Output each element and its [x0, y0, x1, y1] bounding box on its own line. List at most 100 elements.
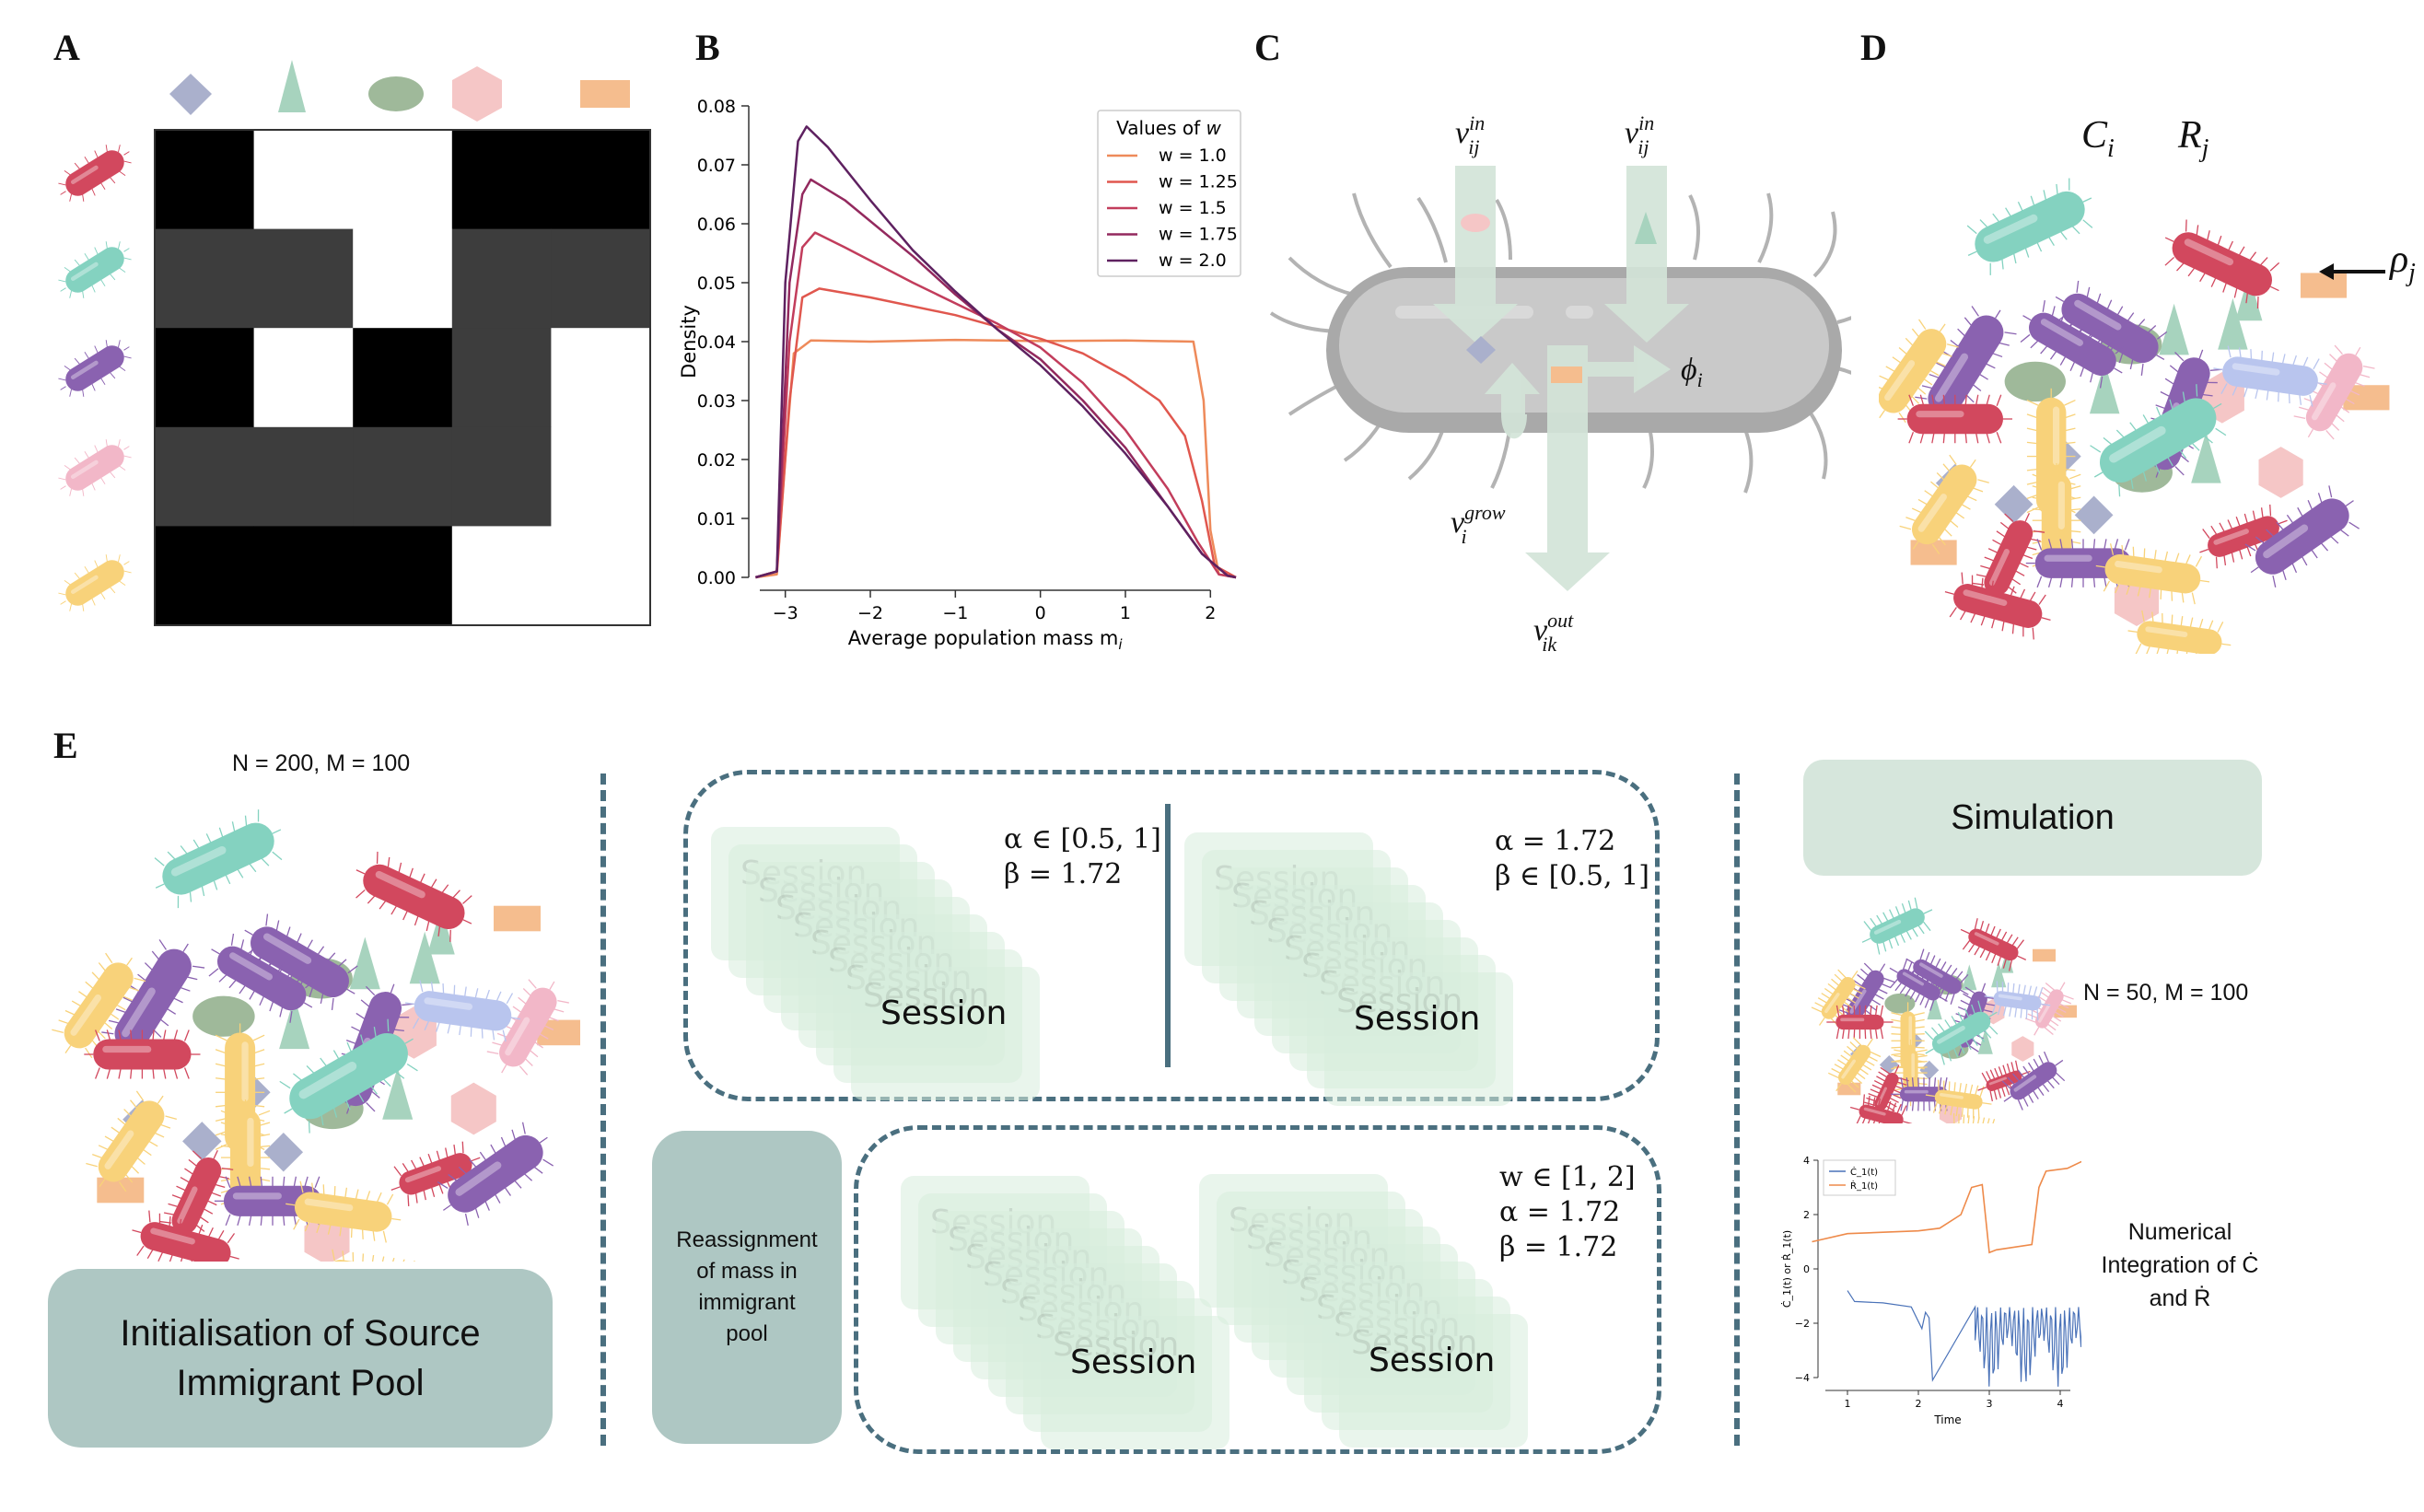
matrix-cell-0-0	[155, 130, 255, 230]
red-bacterium	[132, 1210, 239, 1262]
series-line-0	[755, 338, 1237, 579]
purple-bacterium	[2001, 1051, 2066, 1111]
mini-y-tick: −2	[1795, 1318, 1810, 1330]
matrix-cell-3-0	[155, 426, 255, 527]
matrix-cell-2-3	[451, 328, 552, 428]
mini-x-label: Time	[1933, 1413, 1961, 1426]
phi-label: ϕi	[1681, 353, 1703, 391]
y-tick-label: 0.01	[697, 509, 736, 529]
initialisation-line-1: Initialisation of Source	[120, 1313, 481, 1354]
y-tick-label: 0.06	[697, 215, 736, 235]
reassignment-box: Reassignment of mass in immigrant pool	[652, 1131, 842, 1444]
purple-bacterium	[2020, 300, 2126, 389]
matrix-cell-1-1	[253, 228, 354, 329]
matrix-cell-4-2	[353, 526, 453, 626]
rectangle-icon	[1910, 540, 1957, 565]
red-bacterium	[1977, 1060, 2031, 1101]
diamond-icon	[1919, 1060, 1940, 1080]
matrix-cell-3-3	[451, 426, 552, 527]
triangle-icon	[382, 1067, 414, 1120]
hexagon-icon	[2011, 1036, 2034, 1062]
triangle-icon	[2159, 303, 2189, 355]
numerical-integration-text: Numerical Integration of Ċ and Ṙ	[2101, 1219, 2259, 1311]
initialisation-line-2: Immigrant Pool	[176, 1363, 425, 1403]
red-bacterium	[1864, 1064, 1909, 1119]
diamond-molecule-icon	[1466, 336, 1496, 364]
session-label: Session	[1070, 1343, 1197, 1381]
teal-bacterium	[279, 1018, 418, 1134]
matrix-cell-3-4	[551, 426, 651, 527]
mini-x-tick: 1	[1845, 1398, 1851, 1410]
pink-bacterium-icon	[50, 429, 140, 506]
matrix-cell-4-0	[155, 526, 255, 626]
diamond-icon	[263, 1132, 304, 1172]
v-grow-label: vgrow i	[1451, 501, 1506, 548]
matrix-cell-4-3	[451, 526, 552, 626]
yellow-bacterium	[1951, 1112, 1996, 1123]
matrix-cell-2-2	[353, 328, 453, 428]
arrow-left-icon	[2319, 263, 2385, 280]
red-bacterium	[2164, 219, 2280, 309]
mini-y-label: Ċ_1(t) or Ṙ_1(t)	[1781, 1230, 1793, 1308]
initialisation-box: Initialisation of Source Immigrant Pool	[48, 1269, 553, 1448]
mini-x-tick: 2	[1916, 1398, 1922, 1410]
yellow-bacterium	[2095, 543, 2210, 605]
yellow-bacterium	[52, 952, 146, 1059]
ellipse-icon	[1884, 993, 1916, 1014]
red-bacterium	[84, 1029, 201, 1079]
x-tick-label: 0	[1035, 603, 1046, 623]
legend-label-3: w = 1.75	[1159, 225, 1238, 245]
lavender-bacterium	[1984, 981, 2051, 1021]
panel-label-d: D	[1860, 27, 1887, 68]
mini-series-c	[1847, 1290, 2081, 1387]
legend-label-2: w = 1.5	[1159, 198, 1227, 218]
ellipse-icon	[192, 995, 255, 1037]
triangle-icon	[2191, 431, 2221, 483]
mini-legend-label: Ṙ_1(t)	[1850, 1180, 1878, 1192]
matrix-cell-4-4	[551, 526, 651, 626]
equation-alpha-range: α ∈ [0.5, 1] β = 1.72	[1004, 823, 1161, 890]
session-label: Session	[1354, 1000, 1481, 1038]
triangle-icon	[1977, 1028, 1993, 1054]
yellow-bacterium	[220, 1099, 271, 1216]
red-bacterium	[1960, 918, 2027, 971]
panel-label-b: B	[695, 27, 720, 68]
yellow-bacterium	[2032, 463, 2081, 578]
separator-right	[1734, 773, 1740, 1446]
diamond-icon	[2074, 495, 2114, 535]
x-tick-label: 1	[1120, 603, 1131, 623]
v-in-label-1: vin ij	[1455, 111, 1485, 158]
triangle-icon	[409, 931, 440, 984]
legend-label-0: w = 1.0	[1159, 145, 1227, 166]
purple-bacterium	[1915, 306, 2017, 425]
red-bacterium-icon	[50, 134, 140, 212]
triangle-icon	[1962, 964, 1977, 991]
x-tick-label: −1	[942, 603, 968, 623]
simulation-box: Simulation	[1803, 760, 2262, 876]
mini-legend-label: Ċ_1(t)	[1850, 1166, 1878, 1178]
rectangle-icon	[494, 905, 541, 932]
yellow-bacterium	[1925, 1079, 1992, 1120]
lavender-bacterium	[404, 980, 521, 1042]
triangle-molecule-icon	[1635, 212, 1657, 244]
rectangle-icon	[580, 80, 630, 108]
chart-legend: Values of w w = 1.0 w = 1.25 w = 1.5 w = 1.…	[1097, 110, 1241, 277]
varying-alpha-beta-box	[683, 770, 1660, 1101]
matrix-cell-0-3	[451, 130, 552, 230]
session-label: Session	[880, 994, 1008, 1032]
y-tick-label: 0.08	[697, 97, 736, 117]
simulation-label: Simulation	[1951, 797, 2115, 837]
purple-bacterium	[2244, 485, 2360, 587]
y-tick-label: 0.07	[697, 156, 736, 176]
panel-d-community-diagram: Ci Rj ρj	[1879, 114, 2416, 654]
purple-bacterium	[208, 933, 315, 1023]
legend-label-1: w = 1.25	[1159, 172, 1238, 192]
yellow-bacterium	[286, 1181, 402, 1243]
v-out-label: vout ik	[1533, 609, 1574, 656]
varying-w-box	[854, 1125, 1661, 1454]
interaction-matrix	[155, 130, 651, 626]
rectangle-icon	[97, 1177, 145, 1204]
session-label: Session	[1369, 1342, 1496, 1379]
lavender-bacterium	[2213, 345, 2327, 407]
y-tick-label: 0.04	[697, 332, 736, 353]
